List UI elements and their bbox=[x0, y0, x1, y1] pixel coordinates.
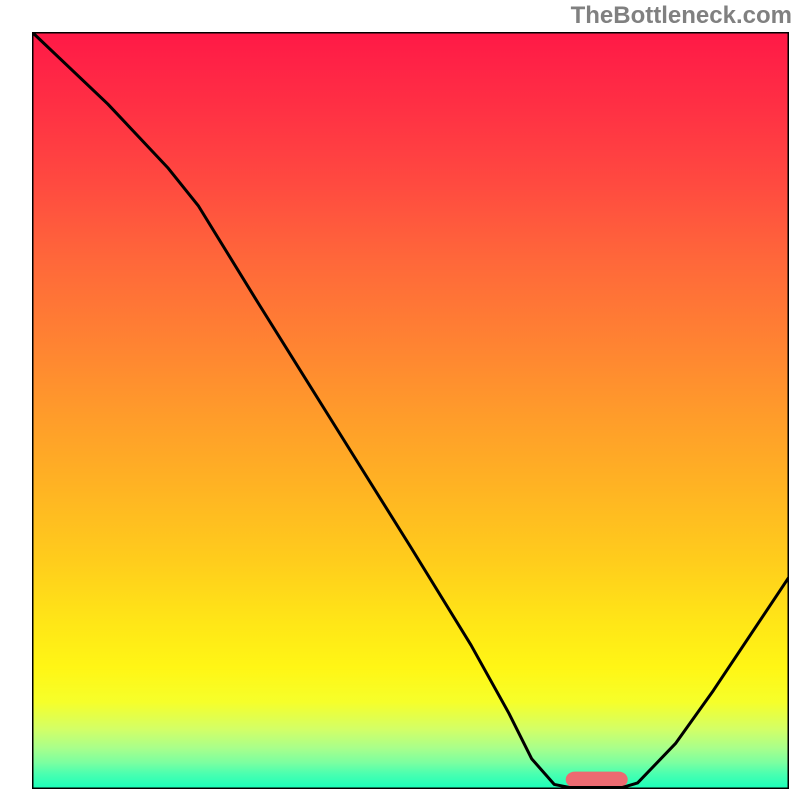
bottleneck-chart-svg bbox=[32, 32, 789, 789]
plot-area bbox=[32, 32, 789, 789]
optimum-marker bbox=[566, 772, 628, 788]
watermark-text: TheBottleneck.com bbox=[571, 2, 792, 30]
figure-root: TheBottleneck.com bbox=[0, 0, 800, 800]
